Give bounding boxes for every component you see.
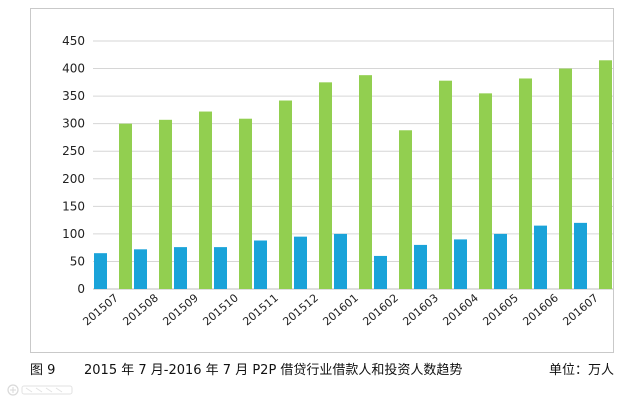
caption-title: 2015 年 7 月-2016 年 7 月 P2P 借贷行业借款人和投资人数趋势 xyxy=(84,363,463,378)
x-tick-label: 201507 xyxy=(80,291,121,328)
bar xyxy=(199,111,212,289)
y-tick-label: 300 xyxy=(62,117,85,131)
figure-caption: 图 9 2015 年 7 月-2016 年 7 月 P2P 借贷行业借款人和投资… xyxy=(30,359,614,379)
caption-unit: 单位：万人 xyxy=(548,363,614,378)
bar xyxy=(559,68,572,289)
x-tick-label: 201601 xyxy=(320,291,361,328)
x-tick-label: 201603 xyxy=(400,291,441,328)
x-tick-label: 201604 xyxy=(440,291,481,328)
x-tick-label: 201508 xyxy=(120,291,161,328)
y-tick-label: 250 xyxy=(62,144,85,158)
y-tick-label: 0 xyxy=(77,282,85,296)
x-tick-label: 201607 xyxy=(560,291,601,328)
y-tick-label: 150 xyxy=(62,199,85,213)
bar xyxy=(159,119,172,289)
bar xyxy=(479,93,492,289)
y-tick-label: 200 xyxy=(62,172,85,186)
y-tick-label: 350 xyxy=(62,89,85,103)
bar xyxy=(439,80,452,290)
x-tick-label: 201512 xyxy=(280,291,321,328)
bar xyxy=(214,247,227,289)
bar xyxy=(94,253,107,289)
y-tick-label: 400 xyxy=(62,62,85,76)
bar xyxy=(519,78,532,289)
x-tick-label: 201511 xyxy=(240,291,281,328)
y-tick-label: 450 xyxy=(62,34,85,48)
bar xyxy=(319,82,332,289)
bar xyxy=(119,123,132,290)
bar xyxy=(294,236,307,289)
x-tick-label: 201510 xyxy=(200,291,241,328)
bar xyxy=(574,222,587,289)
bar xyxy=(399,130,412,289)
bar xyxy=(279,100,292,290)
y-tick-label: 50 xyxy=(70,254,85,268)
x-tick-label: 201605 xyxy=(480,291,521,328)
bar xyxy=(134,249,147,289)
caption-figure-number: 图 9 xyxy=(30,363,56,378)
chart-frame: 0 50 100 150 200 250 300 350 400 450 201507 201508 2… xyxy=(30,8,614,353)
y-tick-label: 100 xyxy=(62,227,85,241)
bar xyxy=(334,233,347,289)
bar xyxy=(494,233,507,289)
bar xyxy=(414,244,427,289)
bar xyxy=(454,239,467,289)
x-tick-label: 201606 xyxy=(520,291,561,328)
watermark-logo xyxy=(7,384,73,396)
bar xyxy=(359,75,372,290)
bar xyxy=(534,225,547,289)
bar xyxy=(374,255,387,289)
x-tick-label: 201509 xyxy=(160,291,201,328)
bar xyxy=(239,118,252,289)
bar xyxy=(599,60,612,290)
bar xyxy=(254,240,267,289)
bar xyxy=(174,247,187,289)
x-tick-label: 201602 xyxy=(360,291,401,328)
